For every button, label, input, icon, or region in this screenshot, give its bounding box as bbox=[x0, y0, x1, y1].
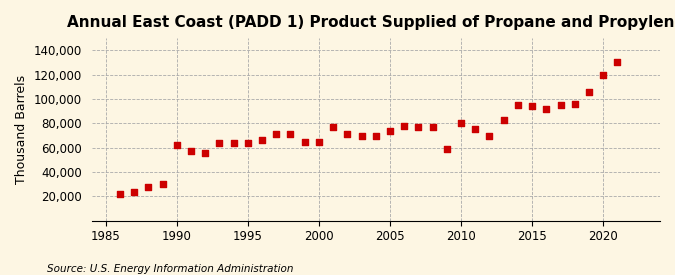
Point bbox=[413, 125, 424, 129]
Point bbox=[171, 143, 182, 147]
Point bbox=[470, 127, 481, 132]
Point bbox=[129, 189, 140, 194]
Point bbox=[143, 185, 154, 189]
Point bbox=[555, 103, 566, 107]
Point bbox=[541, 106, 551, 111]
Point bbox=[612, 60, 623, 65]
Point bbox=[271, 132, 281, 136]
Point bbox=[200, 150, 211, 155]
Point bbox=[214, 141, 225, 145]
Point bbox=[385, 128, 396, 133]
Point bbox=[456, 121, 466, 126]
Point bbox=[228, 141, 239, 145]
Point bbox=[399, 123, 410, 128]
Point bbox=[526, 104, 537, 109]
Point bbox=[598, 72, 609, 77]
Point bbox=[299, 139, 310, 144]
Title: Annual East Coast (PADD 1) Product Supplied of Propane and Propylene: Annual East Coast (PADD 1) Product Suppl… bbox=[67, 15, 675, 30]
Point bbox=[371, 133, 381, 138]
Y-axis label: Thousand Barrels: Thousand Barrels bbox=[15, 75, 28, 184]
Point bbox=[242, 141, 253, 145]
Point bbox=[256, 138, 267, 143]
Point bbox=[157, 182, 168, 186]
Point bbox=[115, 192, 126, 196]
Point bbox=[584, 89, 595, 94]
Point bbox=[342, 132, 353, 136]
Point bbox=[441, 147, 452, 151]
Text: Source: U.S. Energy Information Administration: Source: U.S. Energy Information Administ… bbox=[47, 264, 294, 274]
Point bbox=[285, 132, 296, 136]
Point bbox=[328, 125, 339, 129]
Point bbox=[356, 133, 367, 138]
Point bbox=[427, 125, 438, 129]
Point bbox=[569, 102, 580, 106]
Point bbox=[512, 103, 523, 107]
Point bbox=[313, 139, 324, 144]
Point bbox=[498, 117, 509, 122]
Point bbox=[186, 149, 196, 153]
Point bbox=[484, 133, 495, 138]
